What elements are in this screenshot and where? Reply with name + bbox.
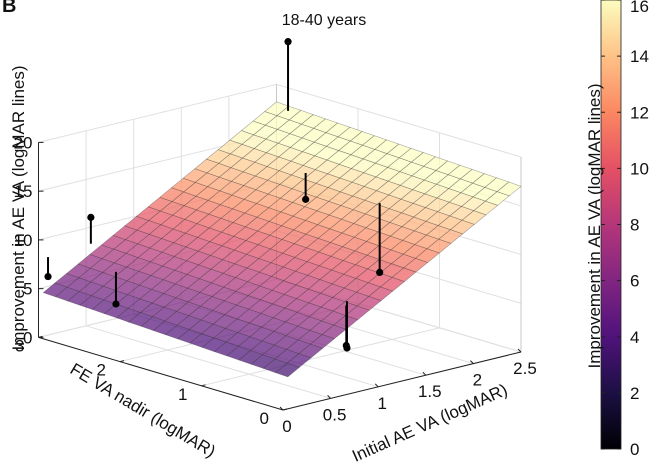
z-tick-label: 0 <box>23 328 32 347</box>
data-point <box>112 300 120 308</box>
colorbar-tick-label: 0 <box>630 440 639 459</box>
y-tick <box>38 335 43 338</box>
y-tick-label: 3 <box>15 336 24 355</box>
z-tick-label: 10 <box>14 231 33 250</box>
surface-patch <box>264 101 290 117</box>
x-tick-label: 1.5 <box>418 382 442 401</box>
y-tick-label: 2 <box>97 361 106 380</box>
colorbar-tick-label: 10 <box>630 159 649 178</box>
colorbar-ticks: 0 2 4 6 8 10 12 14 16 <box>601 0 649 459</box>
x-tick <box>279 406 284 411</box>
data-point <box>343 344 351 352</box>
data-point <box>284 38 292 46</box>
surface-patch <box>496 181 522 197</box>
data-point <box>376 268 384 276</box>
y-tick <box>282 408 288 411</box>
colorbar-tick-label: 16 <box>630 0 649 16</box>
surface-patch <box>325 122 351 138</box>
x-tick-label: 2.5 <box>513 359 537 378</box>
surface-patch <box>410 152 437 167</box>
data-point <box>87 213 95 221</box>
data-points <box>44 38 384 352</box>
data-point <box>44 272 52 281</box>
y-tick-label: 1 <box>178 385 187 404</box>
x-tick-label: 1 <box>377 394 386 413</box>
z-tick-label: 15 <box>14 182 33 201</box>
colorbar-tick-label: 8 <box>630 216 639 235</box>
colorbar-tick-label: 14 <box>630 47 649 66</box>
x-tick <box>422 371 427 376</box>
x-tick <box>374 383 379 388</box>
z-tick-label: 5 <box>23 280 32 299</box>
y-axis-label: FE VA nadir (logMAR) <box>67 359 219 461</box>
x-tick <box>327 395 331 399</box>
y-tick <box>201 384 206 387</box>
y-tick-label: 0 <box>260 409 269 428</box>
chart-title: 18-40 years <box>282 12 367 29</box>
z-axis-label: Improvement in AE VA (logMAR lines) <box>9 65 28 350</box>
y-axis-line <box>38 336 284 411</box>
x-tick-label: 0 <box>282 417 291 436</box>
colorbar-tick-label: 12 <box>630 103 649 122</box>
x-tick <box>517 348 522 353</box>
colorbar-label: Improvement in AE VA (logMAR lines) <box>585 83 604 368</box>
panel-label: B <box>2 0 16 17</box>
x-tick-label: 0.5 <box>323 405 347 424</box>
y-tick <box>119 360 125 363</box>
colorbar-tick-label: 6 <box>630 272 639 291</box>
x-tick-label: 2 <box>473 371 482 390</box>
colorbar-tick-label: 4 <box>630 328 639 347</box>
x-axis-line <box>282 351 522 411</box>
surface-patch <box>484 177 510 192</box>
surface <box>42 101 522 378</box>
data-point <box>302 195 310 203</box>
x-tick <box>470 360 474 364</box>
surface-patch <box>300 114 327 129</box>
surface-patch <box>459 169 485 184</box>
z-tick-label: 20 <box>14 133 33 152</box>
colorbar-tick-label: 2 <box>630 384 639 403</box>
